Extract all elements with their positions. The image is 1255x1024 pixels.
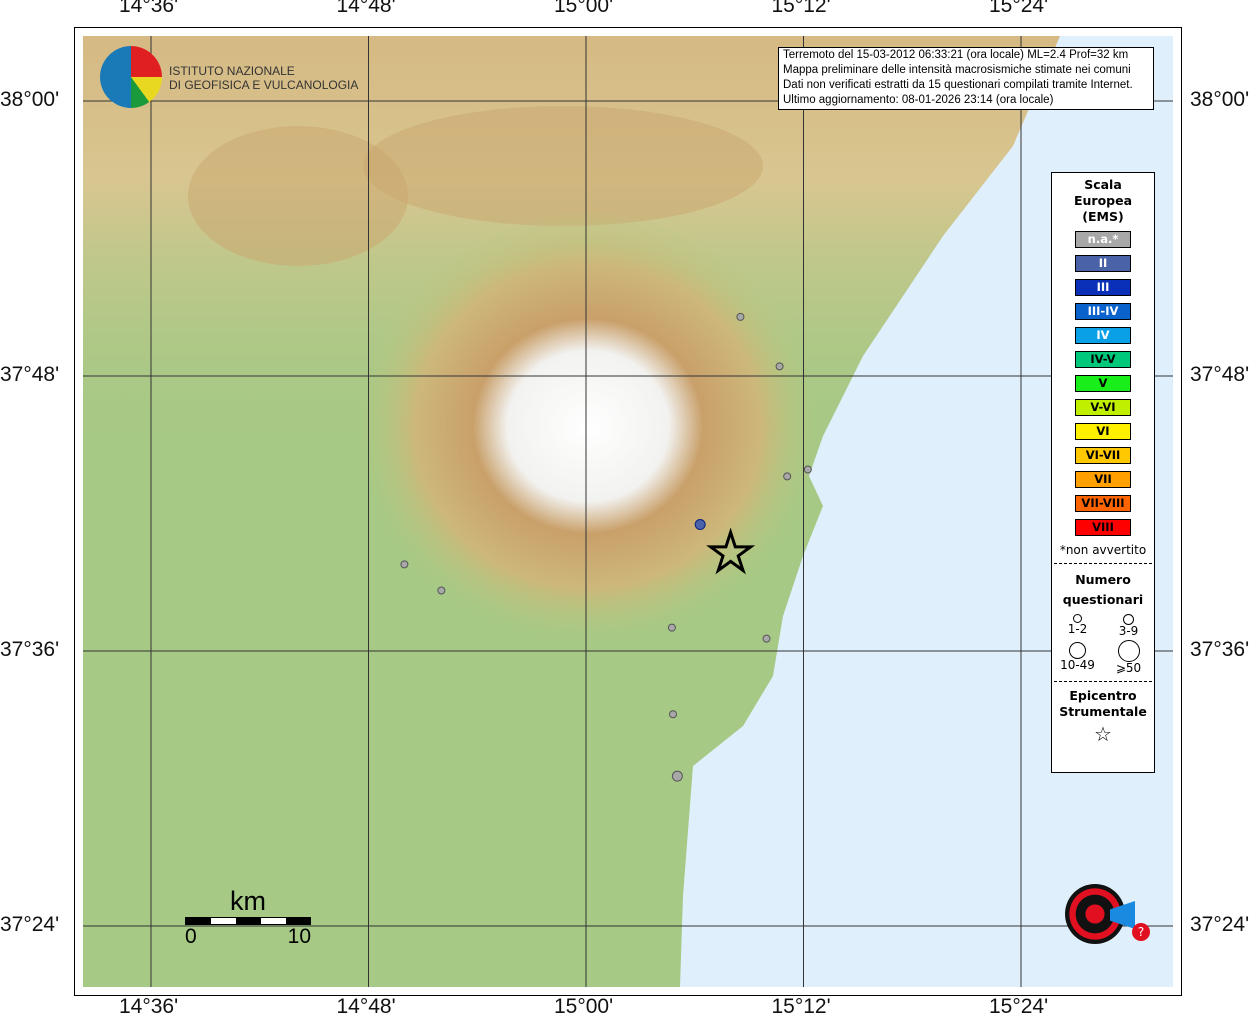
- legend-title: Europea: [1073, 193, 1133, 208]
- lon-tick-label: 15°12': [771, 995, 831, 1018]
- info-line: Dati non verificati estratti da 15 quest…: [783, 79, 1133, 91]
- lon-tick-label: 15°12': [771, 0, 831, 17]
- intensity-point[interactable]: [400, 560, 409, 569]
- scale-max: 10: [287, 925, 311, 948]
- scale-unit: km: [230, 886, 266, 916]
- scale-min: 0: [185, 925, 197, 948]
- info-line: Mappa preliminare delle intensità macros…: [783, 64, 1131, 76]
- event-info-box: Terremoto del 15-03-2012 06:33:21 (ora l…: [778, 47, 1154, 110]
- count-label: 3-9: [1118, 624, 1139, 638]
- lat-tick-label: 37°48': [1190, 363, 1250, 386]
- lon-tick-label: 15°00': [554, 0, 614, 17]
- intensity-point[interactable]: [762, 634, 771, 643]
- lon-tick-label: 15°24': [989, 0, 1049, 17]
- lon-tick-label: 14°48': [336, 0, 396, 17]
- intensity-point[interactable]: [775, 362, 784, 371]
- count-title: Numero: [1075, 572, 1131, 587]
- ingv-logo-text: ISTITUTO NAZIONALE DI GEOFISICA E VULCANO…: [169, 64, 358, 92]
- scale-bar: km 0 10: [183, 886, 313, 949]
- terrain: [83, 36, 1173, 987]
- lon-tick-label: 14°36': [119, 995, 179, 1018]
- info-line: Terremoto del 15-03-2012 06:33:21 (ora l…: [783, 49, 1129, 61]
- legend-title: Scala: [1084, 177, 1122, 192]
- count-label: 1-2: [1067, 622, 1088, 636]
- map-frame: [74, 27, 1182, 996]
- intensity-point[interactable]: [671, 770, 683, 782]
- legend-swatch-II: II: [1075, 255, 1131, 272]
- legend-swatch-VII: VII: [1075, 471, 1131, 488]
- epicenter-star-icon[interactable]: [706, 527, 756, 575]
- lon-tick-label: 14°48': [336, 995, 396, 1018]
- lat-tick-label: 38°00': [0, 88, 60, 111]
- lon-tick-label: 14°36': [119, 0, 179, 17]
- legend-swatch-n.a.*: n.a.*: [1075, 231, 1131, 248]
- lat-tick-label: 38°00': [1190, 88, 1250, 111]
- star-icon: ☆: [1094, 722, 1112, 746]
- lon-tick-label: 15°24': [989, 995, 1049, 1018]
- count-title: questionari: [1062, 592, 1144, 607]
- legend-swatch-III: III: [1075, 279, 1131, 296]
- hsit-logo[interactable]: ?: [1040, 856, 1150, 966]
- epi-title: Strumentale: [1059, 704, 1147, 719]
- count-legend: 1-2 3-9 10-49 ⩾50: [1052, 614, 1154, 675]
- legend-swatch-VIII: VIII: [1075, 519, 1131, 536]
- lat-tick-label: 37°36': [1190, 638, 1250, 661]
- lat-tick-label: 37°24': [0, 913, 60, 936]
- legend-swatch-III-IV: III-IV: [1075, 303, 1131, 320]
- legend-swatch-IV: IV: [1075, 327, 1131, 344]
- intensity-point[interactable]: [437, 586, 446, 595]
- ingv-line1: ISTITUTO NAZIONALE: [169, 64, 295, 78]
- lat-tick-label: 37°36': [0, 638, 60, 661]
- intensity-point[interactable]: [667, 623, 676, 632]
- lat-tick-label: 37°48': [0, 363, 60, 386]
- legend: Scala Europea (EMS) n.a.* II III III-IV IV IV-V…: [1051, 172, 1155, 773]
- info-line: Ultimo aggiornamento: 08-01-2026 23:14 (…: [783, 94, 1054, 106]
- intensity-point[interactable]: [694, 519, 706, 531]
- epi-title: Epicentro: [1069, 688, 1137, 703]
- count-label: ⩾50: [1115, 661, 1142, 675]
- count-label: 10-49: [1060, 658, 1095, 672]
- legend-swatch-VI-VII: VI-VII: [1075, 447, 1131, 464]
- intensity-point[interactable]: [736, 312, 745, 321]
- legend-swatch-V: V: [1075, 375, 1131, 392]
- intensity-point[interactable]: [803, 465, 812, 474]
- lon-tick-label: 15°00': [554, 995, 614, 1018]
- legend-note: *non avvertito: [1059, 543, 1147, 557]
- lat-tick-label: 37°24': [1190, 913, 1250, 936]
- intensity-point[interactable]: [783, 472, 792, 481]
- legend-swatch-VII-VIII: VII-VIII: [1075, 495, 1131, 512]
- legend-title: (EMS): [1082, 209, 1124, 224]
- intensity-point[interactable]: [669, 710, 677, 719]
- ingv-globe-logo: [100, 46, 162, 108]
- legend-swatch-V-VI: V-VI: [1075, 399, 1131, 416]
- map[interactable]: ISTITUTO NAZIONALE DI GEOFISICA E VULCANO…: [83, 36, 1173, 987]
- legend-swatch-VI: VI: [1075, 423, 1131, 440]
- legend-swatch-IV-V: IV-V: [1075, 351, 1131, 368]
- ingv-line2: DI GEOFISICA E VULCANOLOGIA: [169, 78, 359, 92]
